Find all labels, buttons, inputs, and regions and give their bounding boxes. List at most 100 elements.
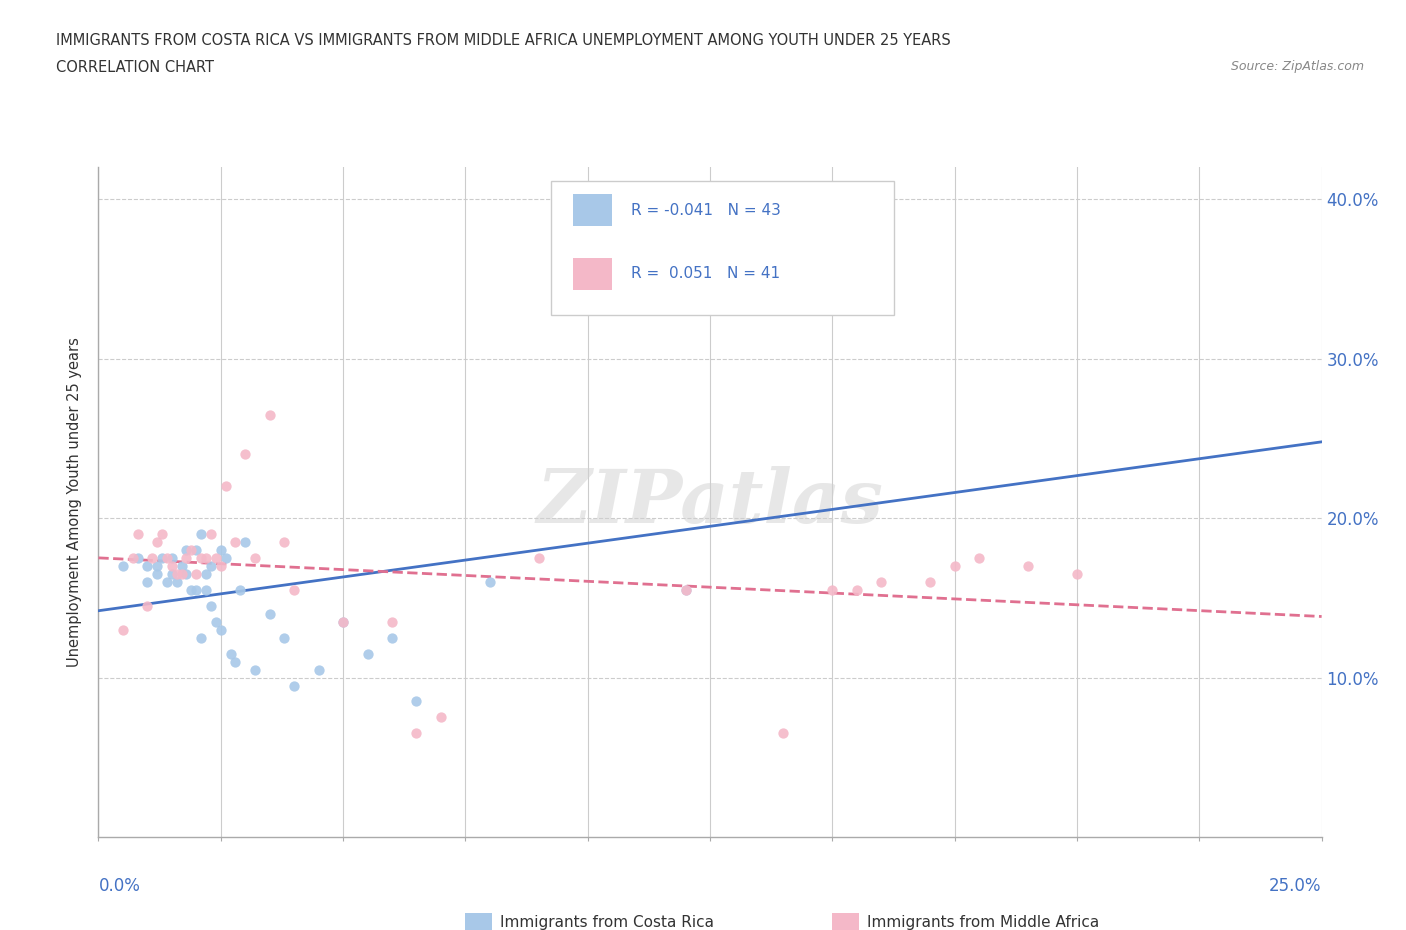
Point <box>127 551 149 565</box>
Point <box>170 566 193 581</box>
Point <box>920 575 942 590</box>
Point <box>430 710 453 724</box>
Text: Immigrants from Costa Rica: Immigrants from Costa Rica <box>499 915 714 930</box>
Point <box>870 575 893 590</box>
Point <box>195 582 218 597</box>
Bar <box>465 913 492 930</box>
Point <box>205 615 228 630</box>
Bar <box>832 913 859 930</box>
Point <box>214 479 236 494</box>
Point <box>283 582 305 597</box>
Point <box>180 582 202 597</box>
Point <box>160 566 183 581</box>
Point <box>121 551 143 565</box>
Point <box>209 559 232 574</box>
Bar <box>574 194 612 226</box>
Point <box>1066 566 1088 581</box>
Point <box>381 615 404 630</box>
Point <box>146 566 169 581</box>
Point <box>200 559 222 574</box>
Point <box>259 606 281 621</box>
Point <box>308 662 330 677</box>
Point <box>332 615 354 630</box>
Point <box>845 582 868 597</box>
Point <box>845 272 868 286</box>
FancyBboxPatch shape <box>551 180 894 314</box>
Point <box>186 582 208 597</box>
Point <box>170 559 193 574</box>
Point <box>675 582 697 597</box>
Point <box>233 535 256 550</box>
Point <box>205 551 228 565</box>
Point <box>166 566 188 581</box>
Point <box>527 551 550 565</box>
Text: Source: ZipAtlas.com: Source: ZipAtlas.com <box>1230 60 1364 73</box>
Text: R =  0.051   N = 41: R = 0.051 N = 41 <box>630 266 780 282</box>
Point <box>229 582 252 597</box>
Point <box>478 575 501 590</box>
Point <box>772 726 794 741</box>
Point <box>195 566 218 581</box>
Point <box>405 694 427 709</box>
Point <box>176 542 198 557</box>
Point <box>200 598 222 613</box>
Text: 25.0%: 25.0% <box>1270 877 1322 896</box>
Point <box>136 598 159 613</box>
Point <box>160 551 183 565</box>
Point <box>190 526 212 541</box>
Point <box>821 582 844 597</box>
Point <box>943 559 966 574</box>
Point <box>209 622 232 637</box>
Point <box>127 526 149 541</box>
Point <box>160 559 183 574</box>
Point <box>1017 559 1039 574</box>
Point <box>224 654 246 669</box>
Point <box>176 566 198 581</box>
Point <box>967 551 990 565</box>
Point <box>166 575 188 590</box>
Point <box>136 559 159 574</box>
Point <box>176 551 198 565</box>
Text: 0.0%: 0.0% <box>98 877 141 896</box>
Point <box>214 551 236 565</box>
Point <box>273 631 295 645</box>
Point <box>150 526 173 541</box>
Point <box>283 678 305 693</box>
Point <box>146 535 169 550</box>
Point <box>146 559 169 574</box>
Bar <box>574 258 612 290</box>
Point <box>186 566 208 581</box>
Point <box>186 542 208 557</box>
Point <box>190 631 212 645</box>
Point <box>190 551 212 565</box>
Point <box>273 535 295 550</box>
Point <box>180 542 202 557</box>
Point <box>381 631 404 645</box>
Point <box>224 535 246 550</box>
Text: Immigrants from Middle Africa: Immigrants from Middle Africa <box>866 915 1099 930</box>
Y-axis label: Unemployment Among Youth under 25 years: Unemployment Among Youth under 25 years <box>67 338 83 667</box>
Point <box>675 582 697 597</box>
Point <box>156 551 179 565</box>
Text: IMMIGRANTS FROM COSTA RICA VS IMMIGRANTS FROM MIDDLE AFRICA UNEMPLOYMENT AMONG Y: IMMIGRANTS FROM COSTA RICA VS IMMIGRANTS… <box>56 33 950 47</box>
Text: ZIPatlas: ZIPatlas <box>537 466 883 538</box>
Point <box>111 559 134 574</box>
Text: CORRELATION CHART: CORRELATION CHART <box>56 60 214 75</box>
Point <box>141 551 163 565</box>
Point <box>136 575 159 590</box>
Point <box>356 646 378 661</box>
Point <box>209 542 232 557</box>
Point <box>150 551 173 565</box>
Text: R = -0.041   N = 43: R = -0.041 N = 43 <box>630 203 780 218</box>
Point <box>200 526 222 541</box>
Point <box>332 615 354 630</box>
Point <box>156 575 179 590</box>
Point <box>219 646 242 661</box>
Point <box>405 726 427 741</box>
Point <box>259 407 281 422</box>
Point <box>111 622 134 637</box>
Point <box>243 662 266 677</box>
Point <box>243 551 266 565</box>
Point <box>233 447 256 462</box>
Point <box>195 551 218 565</box>
